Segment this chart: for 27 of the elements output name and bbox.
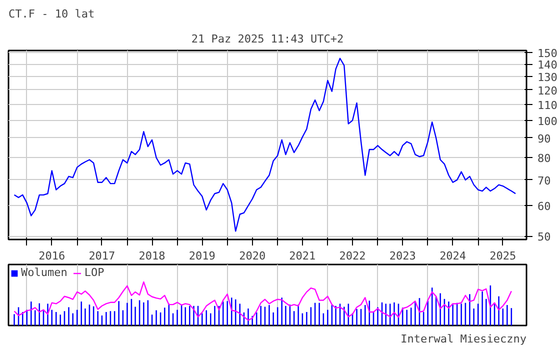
y-tick-label: 50 bbox=[538, 230, 551, 244]
y-tick-label: 110 bbox=[538, 98, 558, 112]
y-tick-label: 150 bbox=[538, 47, 558, 60]
text: Interwal Miesieczny bbox=[400, 332, 527, 346]
y-tick-label: 60 bbox=[538, 200, 551, 214]
text: 21 Paz 2025 11:43 UTC+2 bbox=[191, 32, 344, 46]
legend-label: Wolumen bbox=[21, 266, 68, 279]
legend-label: LOP bbox=[84, 266, 104, 279]
x-tick-label: 2023 bbox=[389, 250, 416, 262]
x-tick-label: 2024 bbox=[440, 250, 466, 262]
x-tick-label: 2020 bbox=[239, 250, 266, 262]
y-tick-label: 130 bbox=[538, 71, 558, 84]
y-tick-label: 90 bbox=[538, 132, 551, 146]
y-tick-label: 120 bbox=[538, 84, 558, 98]
x-tick-label: 2016 bbox=[38, 250, 66, 262]
y-tick-label: 100 bbox=[538, 114, 558, 128]
x-tick-label: 2021 bbox=[289, 250, 316, 262]
y-tick-label: 70 bbox=[538, 174, 551, 188]
x-tick-label: 2017 bbox=[88, 250, 116, 262]
x-tick-label: 2025 bbox=[490, 250, 516, 262]
chart-title: CT.F - 10 lat bbox=[8, 8, 95, 20]
y-tick-label: 80 bbox=[538, 152, 551, 166]
y-tick-label: 140 bbox=[538, 58, 558, 72]
x-tick-label: 2022 bbox=[339, 250, 366, 262]
x-tick-label: 2019 bbox=[188, 250, 216, 262]
line-series bbox=[14, 58, 516, 232]
x-tick-label: 2018 bbox=[138, 250, 166, 262]
